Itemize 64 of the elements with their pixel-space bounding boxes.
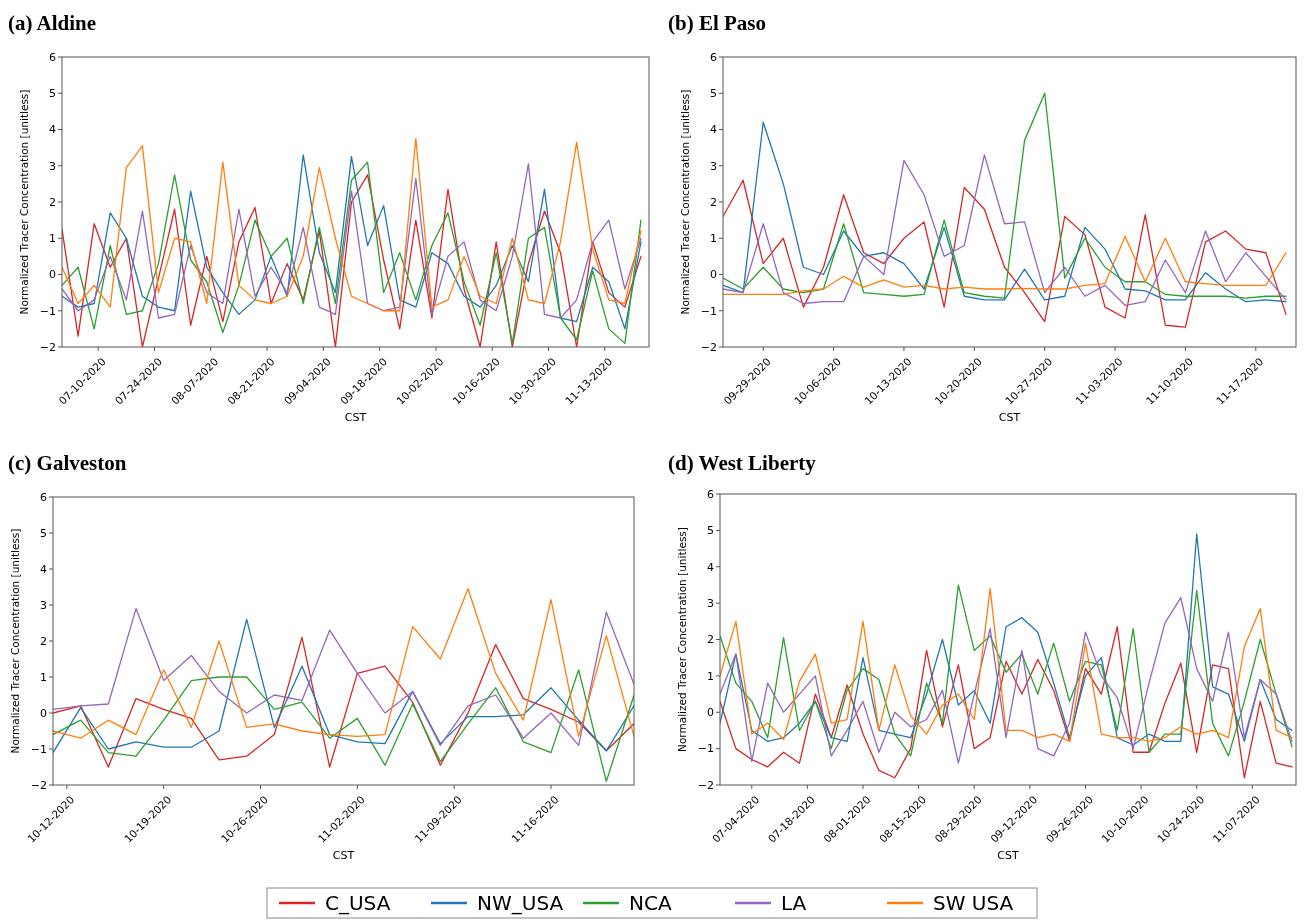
y-tick-label: −1 (700, 304, 717, 318)
chart-title: (c) Galveston (8, 451, 127, 475)
y-tick-label: 1 (710, 232, 717, 246)
x-axis-title: CST (332, 849, 355, 862)
y-tick-label: 0 (710, 268, 717, 282)
y-tick-label: −1 (30, 742, 47, 756)
y-axis-title: Normalized Tracer Concentration [unitless] (9, 528, 21, 754)
y-tick-label: −1 (39, 304, 56, 318)
y-tick-label: 3 (710, 159, 717, 173)
legend-label: NW_USA (477, 891, 564, 915)
y-tick-label: 0 (707, 706, 714, 720)
line-series (723, 92, 1287, 299)
y-tick-label: 4 (40, 562, 47, 576)
y-tick-label: −2 (700, 340, 717, 354)
line-series (53, 669, 634, 783)
y-tick-label: −1 (697, 742, 714, 756)
y-tick-label: −2 (39, 340, 56, 354)
y-tick-label: 0 (40, 706, 47, 720)
chart-title: (d) West Liberty (668, 451, 817, 475)
line-series (723, 121, 1287, 303)
x-axis-title: CST (344, 411, 367, 424)
y-tick-label: 6 (49, 50, 56, 64)
line-series (720, 626, 1293, 779)
y-tick-label: 2 (49, 195, 56, 209)
y-tick-label: 4 (707, 560, 714, 574)
line-series (723, 179, 1287, 328)
y-tick-label: 4 (49, 123, 56, 137)
line-series (53, 588, 634, 739)
y-axis-title: Normalized Tracer Concentration [unitless] (676, 527, 688, 752)
legend-label: SW USA (933, 891, 1014, 915)
chart-title: (b) El Paso (668, 11, 767, 35)
y-tick-label: 0 (49, 268, 56, 282)
legend-label: C_USA (325, 891, 391, 915)
chart-title: (a) Aldine (8, 11, 97, 35)
x-axis-title: CST (997, 849, 1019, 862)
y-tick-label: 1 (40, 670, 47, 684)
y-tick-label: 5 (707, 524, 714, 538)
y-tick-label: 3 (40, 598, 47, 612)
y-tick-label: 2 (707, 633, 714, 647)
y-tick-label: 1 (707, 669, 714, 683)
y-tick-label: 4 (710, 123, 717, 137)
y-tick-label: 5 (49, 87, 56, 101)
y-tick-label: 5 (40, 526, 47, 540)
y-tick-label: 2 (710, 195, 717, 209)
x-axis-title: CST (998, 411, 1021, 424)
y-tick-label: 3 (707, 596, 714, 610)
y-tick-label: 6 (710, 50, 717, 64)
y-tick-label: 3 (49, 159, 56, 173)
y-axis-title: Normalized Tracer Concentration [unitless] (18, 89, 30, 315)
y-tick-label: −2 (30, 778, 47, 792)
legend-label: LA (781, 891, 807, 915)
y-tick-label: 5 (710, 87, 717, 101)
y-tick-label: 1 (49, 232, 56, 246)
line-series (723, 235, 1287, 296)
legend-label: NCA (629, 891, 672, 915)
y-tick-label: 6 (707, 487, 714, 501)
y-tick-label: −2 (697, 778, 714, 792)
y-tick-label: 2 (40, 634, 47, 648)
line-series (62, 137, 642, 312)
line-series (723, 154, 1287, 306)
y-axis-title: Normalized Tracer Concentration [unitless] (679, 89, 691, 315)
line-series (53, 636, 634, 768)
line-series (720, 533, 1293, 746)
y-tick-label: 6 (40, 490, 47, 504)
